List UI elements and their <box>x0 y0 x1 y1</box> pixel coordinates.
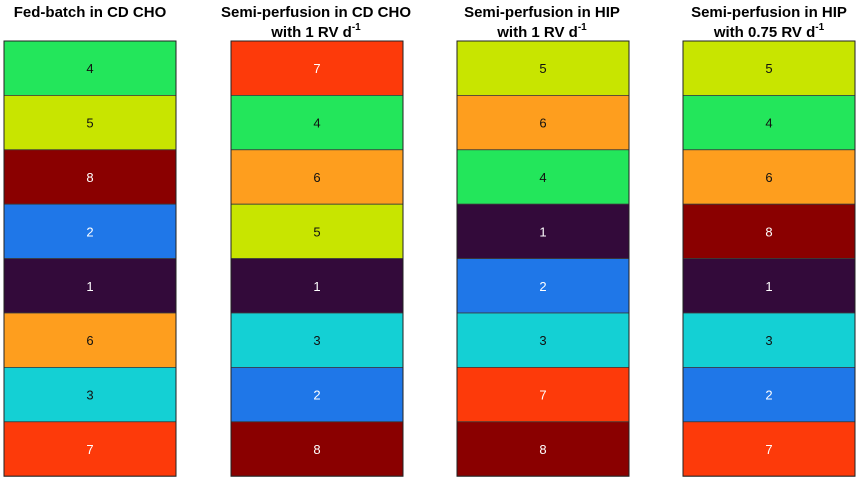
column-subtitle: with 0.75 RV d-1 <box>713 22 825 41</box>
column-title: Fed-batch in CD CHO <box>14 4 167 21</box>
column-title: Semi-perfusion in HIP <box>464 4 620 21</box>
cell-rect <box>230 149 404 205</box>
cell-value: 3 <box>765 333 772 348</box>
cell-value: 5 <box>86 116 93 131</box>
cell-value: 8 <box>86 170 93 185</box>
cell-value: 7 <box>765 442 772 457</box>
cell-rect <box>682 40 856 96</box>
cell-rect <box>3 258 177 314</box>
cell-value: 6 <box>765 170 772 185</box>
cell-rect <box>682 421 856 477</box>
cell-rect <box>456 366 630 423</box>
cell-rect <box>456 312 630 368</box>
cell-rect <box>682 203 856 259</box>
column-subtitle-text: with 0.75 RV d <box>713 24 815 41</box>
column-subtitle-text: with 1 RV d <box>496 24 578 41</box>
cell-rect <box>3 95 177 151</box>
column-title: Semi-perfusion in CD CHO <box>221 4 411 21</box>
cell-value: 3 <box>539 333 546 348</box>
cell-rect <box>230 95 404 151</box>
cell-value: 1 <box>313 279 320 294</box>
cell-value: 6 <box>86 333 93 348</box>
cell-value: 5 <box>313 224 320 239</box>
cell-value: 1 <box>86 279 93 294</box>
cell-value: 2 <box>539 279 546 294</box>
cell-value: 3 <box>313 333 320 348</box>
cell-rect <box>682 258 856 314</box>
cell-value: 7 <box>539 388 546 403</box>
cell-value: 2 <box>86 224 93 239</box>
cell-rect <box>3 149 177 205</box>
superscript: -1 <box>578 22 587 33</box>
cell-value: 1 <box>765 279 772 294</box>
cell-value: 4 <box>765 116 772 131</box>
column-subtitle: with 1 RV d-1 <box>496 22 587 41</box>
cell-value: 7 <box>313 61 320 76</box>
cell-value: 6 <box>539 116 546 131</box>
cell-rect <box>3 312 177 368</box>
cell-rect <box>230 366 404 423</box>
cell-rect <box>456 203 630 259</box>
cell-value: 5 <box>765 61 772 76</box>
cell-rect <box>456 421 630 477</box>
column-1: Fed-batch in CD CHO 4 5 8 2 1 6 3 7 <box>3 4 177 477</box>
cell-value: 6 <box>313 170 320 185</box>
cell-rect <box>3 40 177 96</box>
cell-value: 8 <box>765 224 772 239</box>
cell-rect <box>456 95 630 151</box>
column-frame <box>3 40 177 477</box>
column-subtitle: with 1 RV d-1 <box>270 22 361 41</box>
cell-rect <box>456 40 630 96</box>
cell-value: 4 <box>539 170 546 185</box>
cell-rect <box>456 258 630 314</box>
cell-value: 4 <box>86 61 93 76</box>
cell-value: 2 <box>313 388 320 403</box>
cell-rect <box>682 149 856 205</box>
cell-value: 3 <box>86 388 93 403</box>
cell-value: 4 <box>313 116 320 131</box>
cell-value: 7 <box>86 442 93 457</box>
cell-value: 5 <box>539 61 546 76</box>
cell-rect <box>456 149 630 205</box>
superscript: -1 <box>352 22 361 33</box>
superscript: -1 <box>815 22 824 33</box>
column-frame <box>230 40 404 477</box>
column-frame <box>456 40 630 477</box>
cell-rect <box>3 203 177 259</box>
cell-value: 8 <box>539 442 546 457</box>
column-subtitle-text: with 1 RV d <box>270 24 352 41</box>
cell-rect <box>682 366 856 423</box>
column-title: Semi-perfusion in HIP <box>691 4 847 21</box>
cell-value: 2 <box>765 388 772 403</box>
cell-rect <box>230 40 404 96</box>
cell-rect <box>3 421 177 477</box>
cell-rect <box>682 95 856 151</box>
cell-rect <box>230 312 404 368</box>
cell-rect <box>230 421 404 477</box>
column-frame <box>682 40 856 477</box>
cell-rect <box>230 203 404 259</box>
cell-rect <box>230 258 404 314</box>
cell-value: 8 <box>313 442 320 457</box>
cell-value: 1 <box>539 224 546 239</box>
